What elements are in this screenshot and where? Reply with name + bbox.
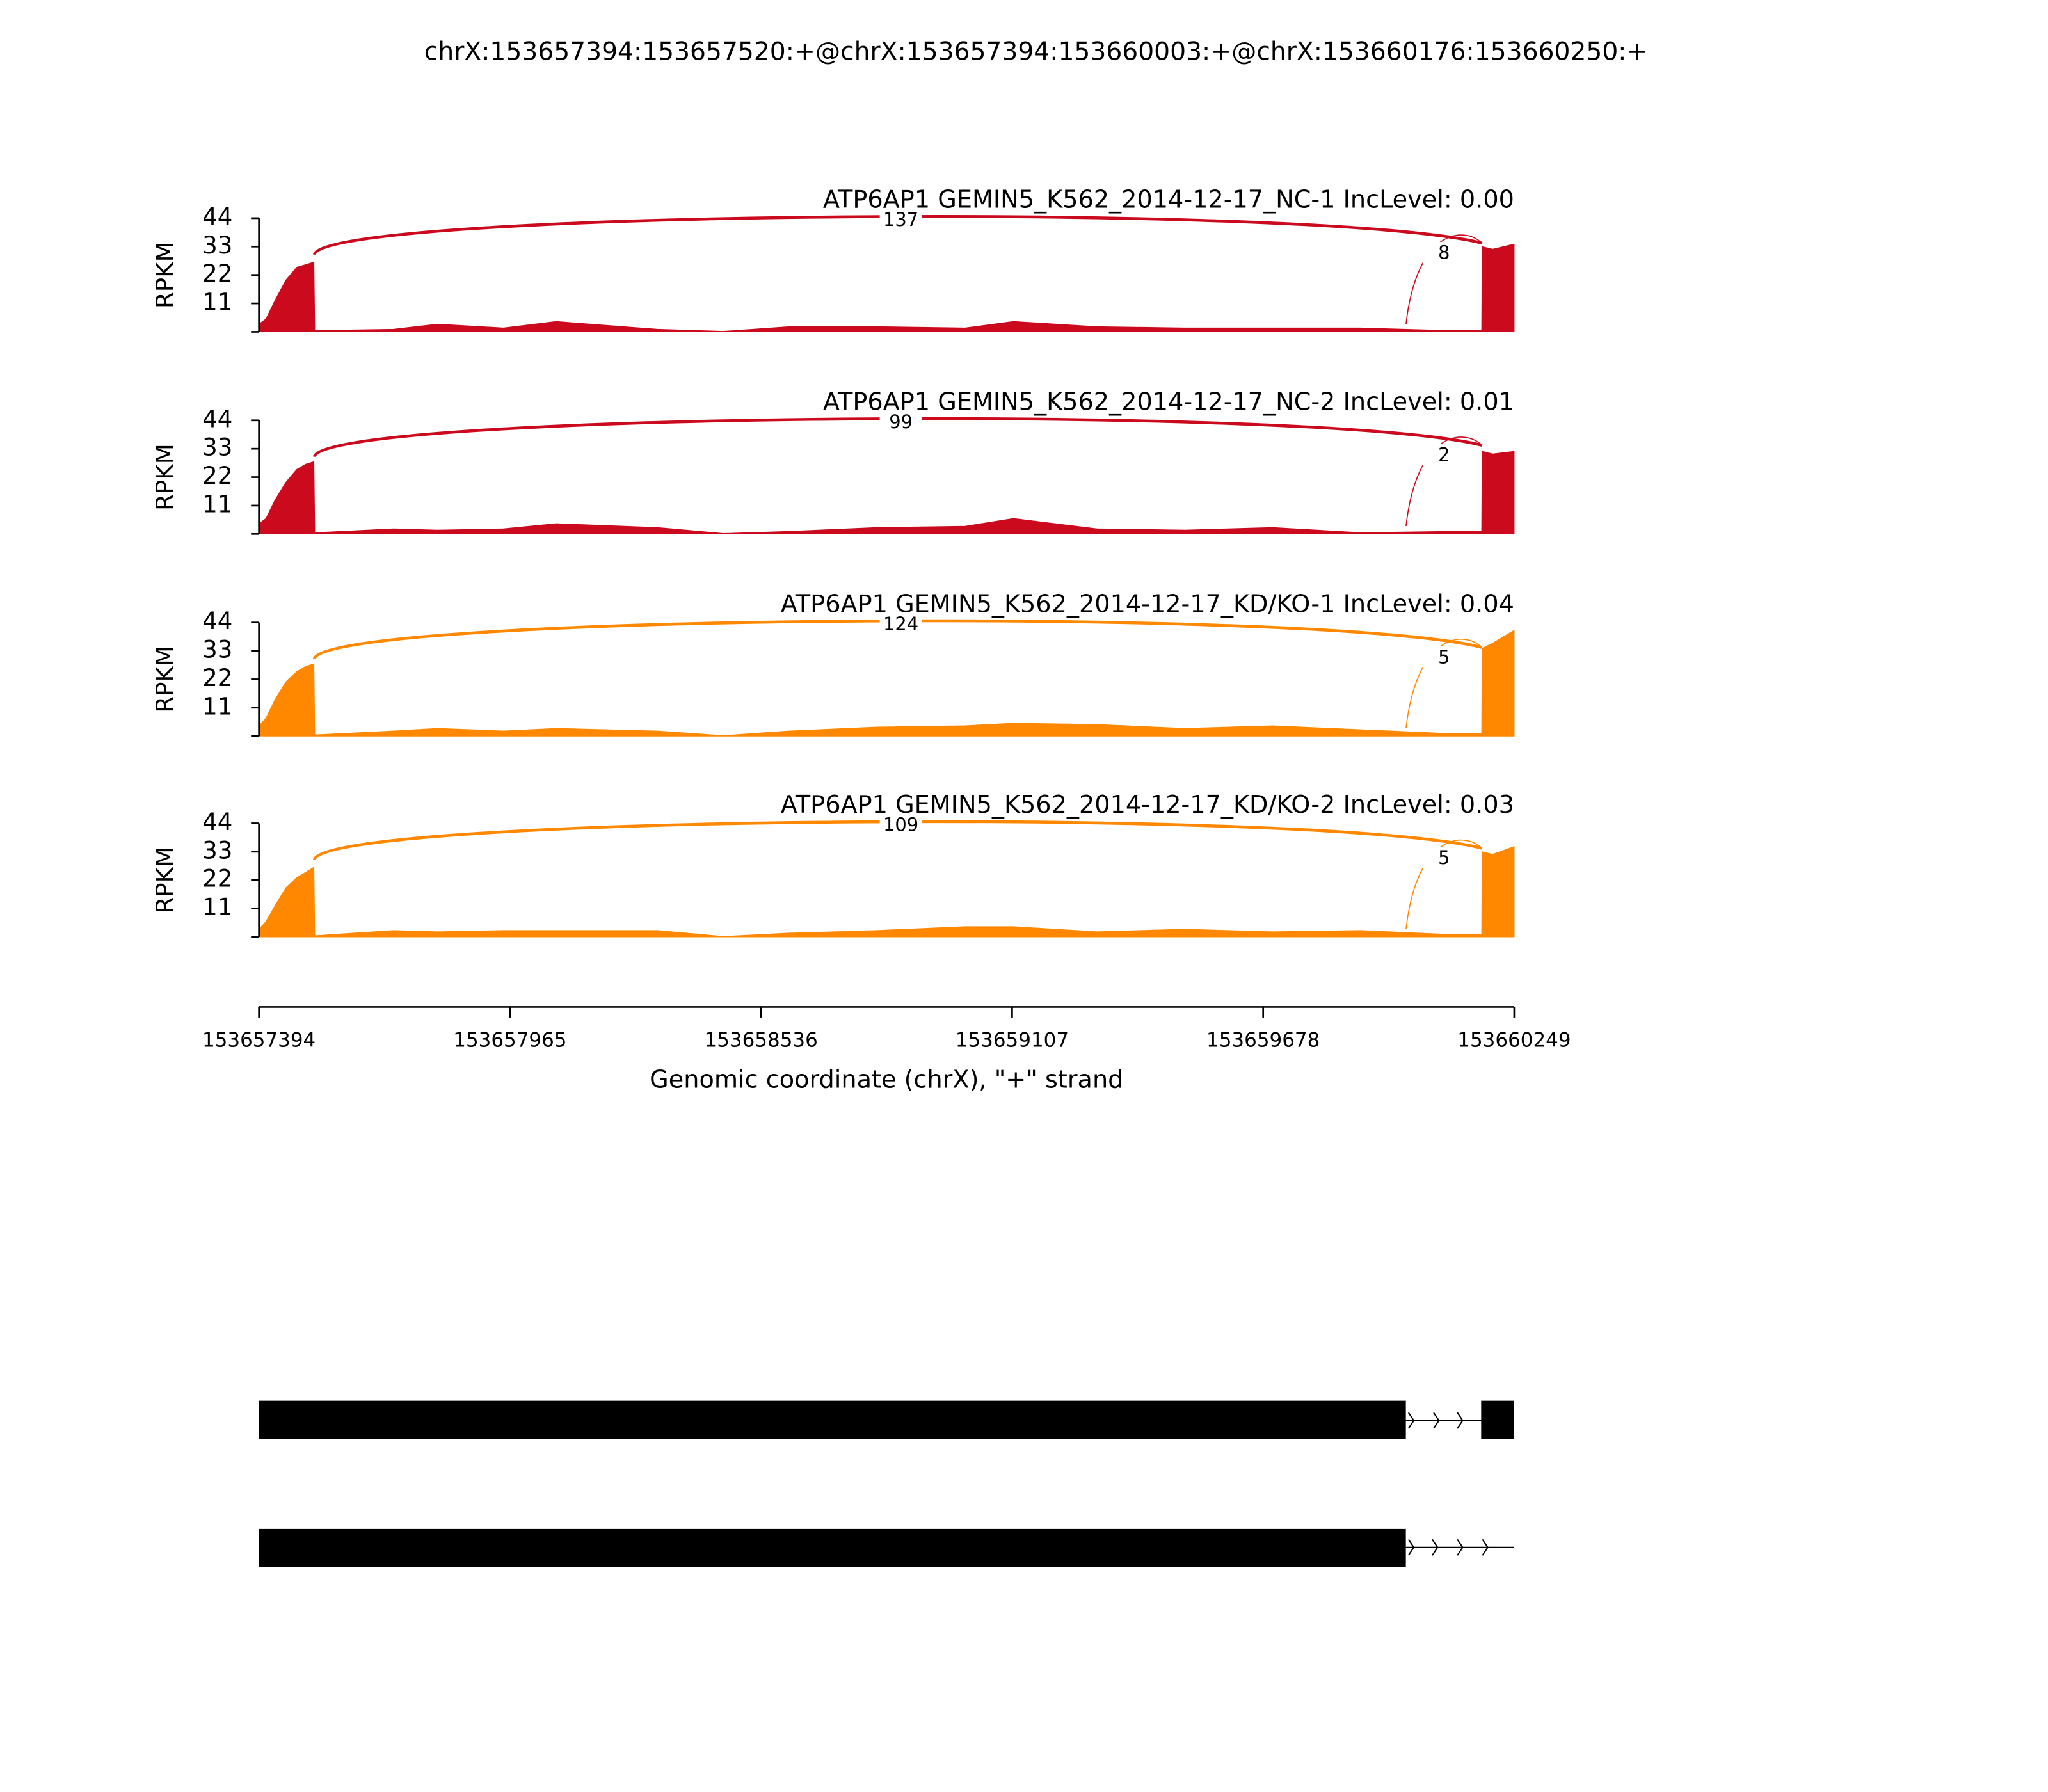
strand-arrows [1407, 1539, 1489, 1556]
plot-title: chrX:153657394:153657520:+@chrX:15365739… [424, 37, 1648, 66]
y-axis-label: RPKM [152, 847, 179, 914]
junction-count: 2 [1438, 444, 1450, 466]
y-tick-label: 11 [202, 893, 232, 921]
junction-label-box [879, 613, 922, 637]
y-axis-label: RPKM [152, 241, 179, 308]
junction-arc [312, 215, 1483, 255]
coverage-area [259, 846, 1515, 938]
x-tick-label: 153659678 [1206, 1029, 1320, 1052]
gene-models [259, 1400, 1514, 1567]
y-tick-label: 33 [202, 232, 232, 259]
junction-count: 5 [1438, 646, 1450, 668]
junction-label-box [1423, 646, 1466, 670]
y-tick-label: 11 [202, 289, 232, 316]
y-tick-label: 33 [202, 636, 232, 664]
junction-label-box [1423, 242, 1466, 266]
junction-arc [312, 820, 1483, 861]
x-axis-label: Genomic coordinate (chrX), "+" strand [650, 1066, 1123, 1094]
y-tick-label: 22 [202, 462, 232, 490]
strand-arrows [1407, 1412, 1464, 1429]
y-tick-label: 11 [202, 692, 232, 720]
y-axis-label: RPKM [152, 444, 179, 511]
junction-count: 124 [883, 613, 918, 635]
junction-label-box [1423, 444, 1466, 468]
coverage-area [259, 451, 1515, 534]
junction-count: 99 [889, 411, 913, 433]
junction-label-box [879, 814, 922, 838]
coverage-area [259, 243, 1515, 332]
y-tick-label: 44 [202, 808, 232, 836]
y-tick-label: 11 [202, 490, 232, 518]
exon [259, 1400, 1406, 1439]
y-tick-label: 44 [202, 607, 232, 635]
x-tick-label: 153660249 [1457, 1029, 1571, 1052]
exon [259, 1528, 1406, 1567]
y-tick-label: 33 [202, 836, 232, 864]
y-axis-label: RPKM [152, 646, 179, 713]
panel-title: ATP6AP1 GEMIN5_K562_2014-12-17_NC-1 IncL… [823, 186, 1514, 214]
junction-arc [312, 417, 1483, 458]
y-tick-label: 22 [202, 865, 232, 893]
x-tick-label: 153659107 [956, 1029, 1069, 1052]
x-tick-label: 153658536 [705, 1029, 818, 1052]
y-tick-label: 33 [202, 434, 232, 461]
y-tick-label: 44 [202, 203, 232, 230]
junction-arc [312, 619, 1483, 660]
coverage-area [259, 629, 1515, 737]
y-tick-label: 22 [202, 260, 232, 287]
y-tick-label: 44 [202, 405, 232, 433]
panel-title: ATP6AP1 GEMIN5_K562_2014-12-17_NC-2 IncL… [823, 388, 1514, 416]
y-tick-label: 22 [202, 664, 232, 692]
junction-count: 137 [883, 209, 918, 230]
x-tick-label: 153657965 [453, 1029, 566, 1052]
junction-label-box [879, 209, 922, 233]
junction-count: 8 [1438, 242, 1450, 264]
junction-label-box [1423, 847, 1466, 871]
x-tick-label: 153657394 [202, 1029, 316, 1052]
junction-count: 109 [883, 814, 918, 836]
exon [1481, 1400, 1514, 1439]
junction-count: 5 [1438, 847, 1450, 868]
junction-label-box [879, 411, 922, 435]
